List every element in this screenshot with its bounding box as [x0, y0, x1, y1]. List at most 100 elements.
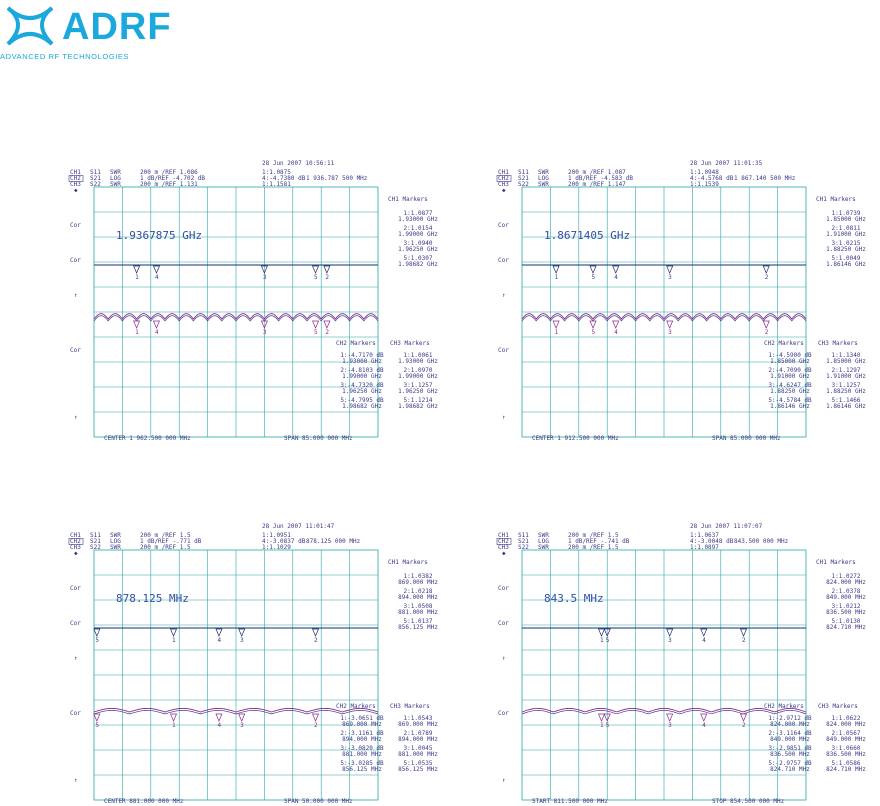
- ch3-markers-title: CH3 Markers: [818, 703, 858, 710]
- ch2-marker-triangle: [260, 320, 268, 329]
- side-label: Cor: [70, 620, 81, 627]
- ch3-marker-value: 2:1.0970: [404, 367, 433, 374]
- side-label: Cor: [498, 620, 509, 627]
- header-cell: S21: [518, 175, 529, 182]
- active-channel-box: [68, 175, 84, 182]
- ch2-marker-triangle: [666, 320, 674, 329]
- ch1-marker-freq: 869.000 MHz: [398, 579, 438, 586]
- header-cell: 878.125 000 MHz: [306, 538, 361, 545]
- side-label: Cor: [498, 222, 509, 229]
- ch2-marker-triangle: [552, 320, 560, 329]
- side-label: ↑: [502, 292, 506, 299]
- ch2-marker-value: 1:-4.7170 dB: [340, 352, 384, 359]
- ch1-marker-value: 5:1.0307: [404, 255, 433, 262]
- header-cell: 1:1.1581: [262, 181, 291, 188]
- ch1-marker-triangle: [260, 265, 268, 274]
- ch3-trace: [93, 315, 379, 322]
- logo-mark-icon: [6, 6, 54, 46]
- ch1-markers-title: CH1 Markers: [388, 196, 428, 203]
- ch2-trace: [93, 707, 379, 713]
- header-cell: 200 m /REF 1.5: [568, 544, 619, 551]
- header-cell: S11: [518, 169, 529, 176]
- side-label: Cor: [70, 585, 81, 592]
- ch1-marker-triangle: [666, 628, 674, 637]
- header-cell: SWR: [538, 181, 549, 188]
- header-cell: SWR: [110, 181, 121, 188]
- ch2-marker-freq: 1.96250 GHz: [342, 388, 382, 395]
- ch3-marker-freq: 894.000 MHz: [398, 736, 438, 743]
- ch2-marker-value: 3:-4.6247 dB: [768, 382, 812, 389]
- ch2-marker-freq: 1.88250 GHz: [770, 388, 810, 395]
- ch3-marker-value: 3:1.0660: [832, 745, 861, 752]
- marker-number: 3: [668, 637, 672, 644]
- header-cell: CH1: [498, 532, 509, 539]
- ch2-marker-value: 3:-2.9851 dB: [768, 745, 812, 752]
- ch3-marker-value: 5:1.0535: [404, 760, 433, 767]
- ch3-markers-title: CH3 Markers: [390, 703, 430, 710]
- ch3-marker-value: 2:1.0789: [404, 730, 433, 737]
- ch2-marker-value: 2:-3.1164 dB: [768, 730, 812, 737]
- footer-right: SPAN 85.000 000 MHz: [284, 435, 353, 442]
- ch2-marker-value: 5:-4.7995 dB: [340, 397, 384, 404]
- ch2-marker-triangle: [311, 320, 320, 329]
- ch3-marker-value: 5:1.1214: [404, 397, 433, 404]
- ch2-marker-freq: 881.000 MHz: [342, 751, 382, 758]
- ch3-marker-value: 1:1.1340: [832, 352, 861, 359]
- ch2-markers-title: CH2 Markers: [336, 703, 376, 710]
- analyzer-plot: 28 Jun 2007 11:01:35 CH1 S11 SWR 200 m /REF …: [494, 155, 880, 442]
- ch3-marker-freq: 1.96250 GHz: [398, 388, 438, 395]
- marker-number: 5: [314, 329, 318, 336]
- ch2-marker-triangle: [612, 320, 620, 329]
- ch1-marker-triangle: [169, 628, 178, 637]
- ch2-marker-triangle: [597, 713, 606, 722]
- marker-number: 3: [668, 329, 672, 336]
- ch1-marker-value: 5:1.0049: [832, 255, 861, 262]
- ch2-marker-value: 1:-2.9712 dB: [768, 715, 812, 722]
- header-cell: 4:-3.0837 dB: [262, 538, 306, 545]
- header-cell: CH1: [70, 169, 81, 176]
- marker-number: 4: [217, 637, 221, 644]
- marker-number: 1: [172, 637, 176, 644]
- marker-number: 4: [155, 329, 159, 336]
- ch2-marker-value: 3:-3.0820 dB: [340, 745, 384, 752]
- ch2-marker-freq: 1.98682 GHz: [342, 403, 382, 410]
- header-cell: SWR: [538, 169, 549, 176]
- header-cell: 1 867.140 500 MHz: [734, 175, 796, 182]
- plot-grid: [93, 186, 379, 438]
- ch2-marker-value: 5:-2.9757 dB: [768, 760, 812, 767]
- ch1-marker-triangle: [311, 265, 320, 274]
- marker-number: 5: [95, 722, 99, 729]
- side-label: ↑: [502, 655, 506, 662]
- header-cell: SWR: [110, 169, 121, 176]
- marker-number: 2: [314, 637, 318, 644]
- ch2-marker-freq: 824.710 MHz: [770, 766, 810, 773]
- ch1-marker-triangle: [597, 628, 606, 637]
- header-cell: SWR: [110, 544, 121, 551]
- header-cell: 200 m /REF 1.5: [140, 532, 191, 539]
- marker-number: 1: [135, 274, 139, 281]
- ch3-marker-freq: 1.85000 GHz: [826, 358, 866, 365]
- ch2-markers-title: CH2 Markers: [764, 703, 804, 710]
- header-cell: 4:-4.7380 dB: [262, 175, 306, 182]
- header-cell: 843.500 000 MHz: [734, 538, 789, 545]
- ch1-marker-triangle: [215, 628, 223, 637]
- marker-number: 5: [592, 274, 596, 281]
- header-cell: SWR: [538, 544, 549, 551]
- header-cell: 200 m /REF 1.5: [568, 532, 619, 539]
- header-cell: 200 m /REF 1.147: [568, 181, 626, 188]
- ch2-marker-freq: 1.93000 GHz: [342, 358, 382, 365]
- analyzer-plot: 28 Jun 2007 10:56:11 CH1 S11 SWR 200 m /REF …: [66, 155, 486, 442]
- marker-number: 2: [742, 637, 746, 644]
- side-label: Cor: [498, 257, 509, 264]
- logo-subtitle: ADVANCED RF TECHNOLOGIES: [0, 52, 130, 61]
- side-label: ↑: [502, 414, 506, 421]
- ch1-marker-triangle: [666, 265, 674, 274]
- ch1-marker-freq: 1.85000 GHz: [826, 216, 866, 223]
- side-label: ↑: [502, 777, 506, 784]
- ch2-marker-value: 2:-4.8103 dB: [340, 367, 384, 374]
- header-cell: 1:1.0951: [262, 532, 291, 539]
- ch3-marker-freq: 824.710 MHz: [826, 766, 866, 773]
- ch3-marker-freq: 1.86146 GHz: [826, 403, 866, 410]
- header-cell: CH2: [498, 175, 509, 182]
- ch2-marker-value: 1:-3.0651 dB: [340, 715, 384, 722]
